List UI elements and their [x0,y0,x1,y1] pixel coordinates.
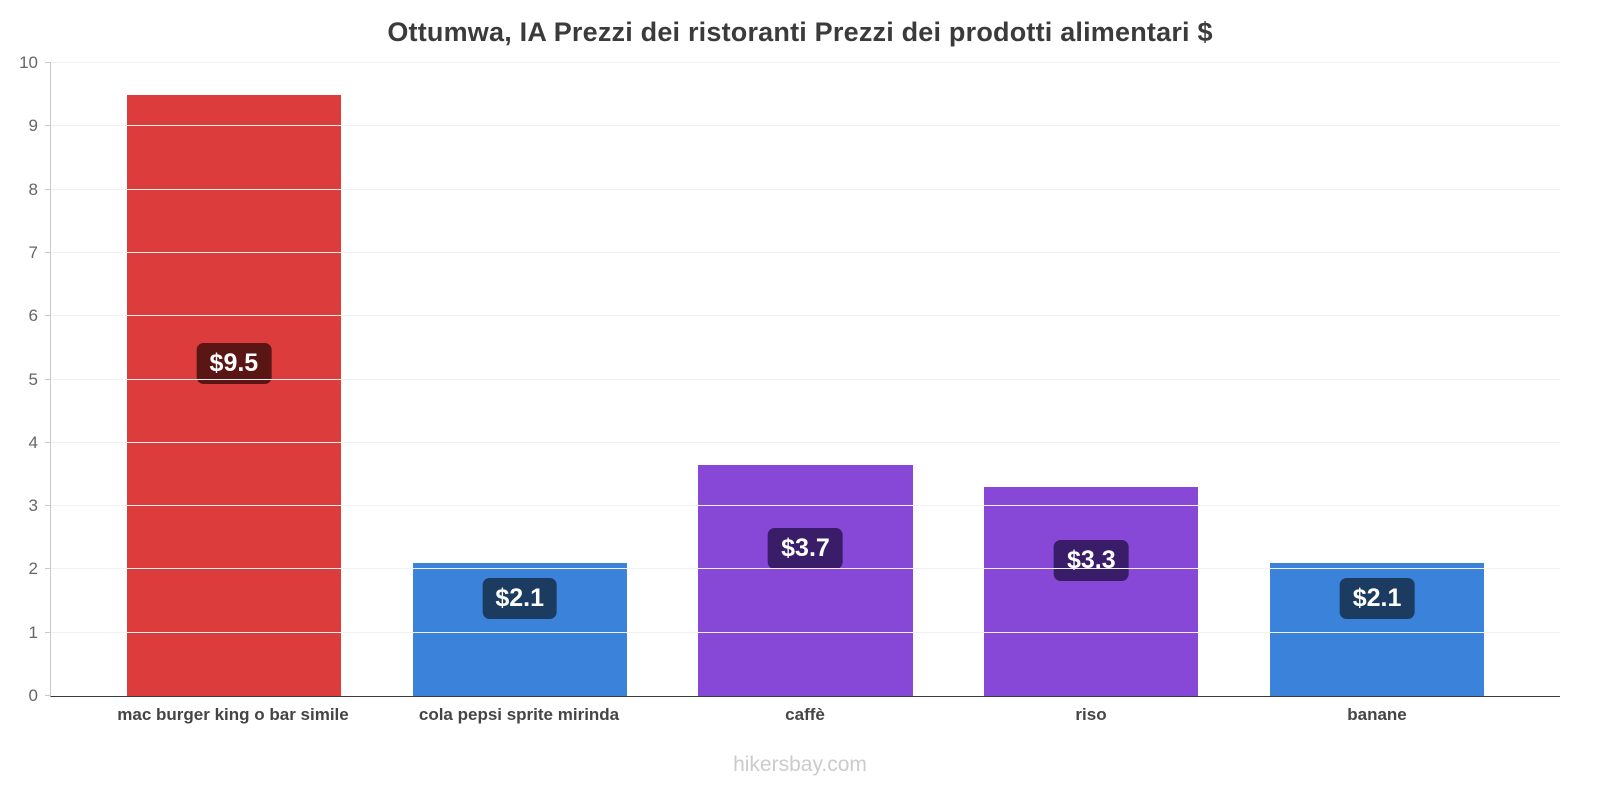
gridline [51,188,1560,190]
bar-slot: $3.7 [663,63,949,696]
bar-slot: $9.5 [91,63,377,696]
gridline [51,505,1560,507]
y-axis-tick-label: 0 [28,686,38,705]
value-badge: $2.1 [482,577,558,619]
bar-riso[interactable]: $3.3 [984,487,1199,696]
gridline [51,631,1560,633]
bar-slot: $2.1 [377,63,663,696]
bar-slot: $2.1 [1234,63,1520,696]
gridline [51,62,1560,63]
y-axis-tickmark [45,441,51,443]
y-axis-tickmark [45,315,51,317]
gridline [51,251,1560,253]
bar-cola-pepsi-sprite-mirinda[interactable]: $2.1 [412,563,627,696]
gridline [51,568,1560,570]
y-axis-tick-label: 5 [28,369,38,389]
x-axis-labels: mac burger king o bar simile cola pepsi s… [50,705,1560,725]
y-axis-tickmark [45,251,51,253]
y-axis-tickmark [45,62,51,63]
chart-title: Ottumwa, IA Prezzi dei ristoranti Prezzi… [387,17,1213,47]
y-axis-tick-label: 1 [28,622,38,642]
y-axis-tick-label: 10 [19,53,38,72]
bar-mac-burger-king-o-bar-simile[interactable]: $9.5 [126,94,342,696]
y-axis-tick-label: 3 [28,496,38,516]
y-axis-tick-label: 8 [28,179,38,199]
y-axis-tickmark [45,378,51,380]
bar-banane[interactable]: $2.1 [1269,563,1485,696]
x-axis-label: riso [1075,705,1107,724]
y-axis-tick-label: 6 [28,306,38,326]
value-badge: $3.7 [768,528,843,570]
y-axis-tickmark [45,125,51,127]
value-badge: $9.5 [196,343,272,385]
y-axis-tick-label: 4 [28,432,38,452]
x-axis-label: cola pepsi sprite mirinda [418,705,620,724]
y-axis-tickmark [45,631,51,633]
watermark: hikersbay.com [733,753,867,776]
y-axis-tickmark [45,505,51,507]
gridline [51,125,1560,127]
value-badge: $3.3 [1053,539,1129,581]
x-axis-label: caffè [785,705,825,724]
bars-container: $9.5 $2.1 $3.7 $3.3 $2.1 [51,63,1560,696]
y-axis-tick-label: 9 [28,116,38,136]
plot-area: $9.5 $2.1 $3.7 $3.3 $2.1 0 1 2 3 4 5 6 7 8 9 10 [19,53,1560,705]
bar-slot: $3.3 [948,63,1234,696]
y-axis-tickmark [45,568,51,570]
gridline [51,378,1560,380]
y-axis-tick-label: 7 [28,242,38,262]
gridline [51,441,1560,443]
x-axis-label: mac burger king o bar simile [117,705,349,724]
gridline [51,315,1560,317]
y-axis-tickmark [45,695,51,696]
y-axis-tick-label: 2 [28,559,38,579]
value-badge: $2.1 [1339,577,1415,619]
bar-caffè[interactable]: $3.7 [698,464,913,696]
y-axis-tickmark [45,188,51,190]
x-axis-label: banane [1347,705,1407,724]
